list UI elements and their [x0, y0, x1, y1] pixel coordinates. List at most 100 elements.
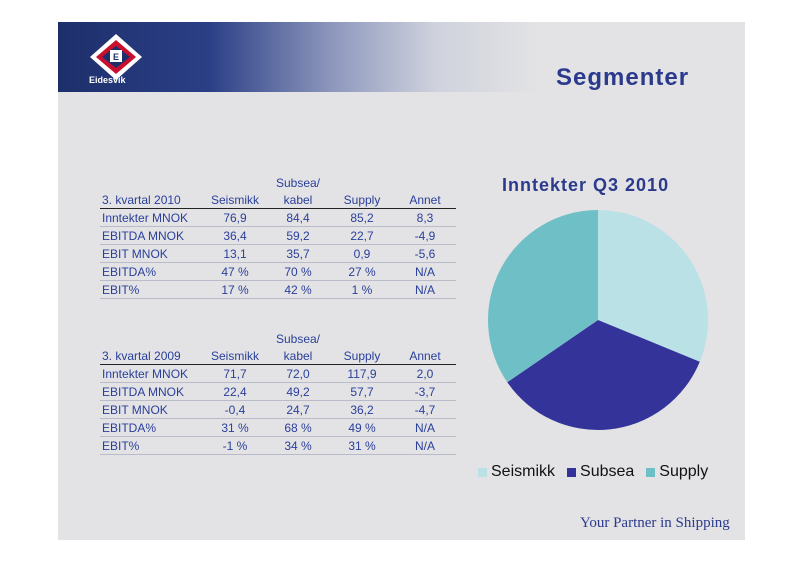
column-header-period: 3. kvartal 2009 [100, 347, 204, 365]
table-header-row: 3. kvartal 2010 Seismikk kabel Supply An… [100, 191, 456, 209]
table-cell: 27 % [330, 262, 394, 281]
table-cell: -0,4 [204, 400, 266, 419]
table-cell: 22,7 [330, 226, 394, 245]
table-cell: -1 % [204, 436, 266, 455]
table-cell: 84,4 [266, 208, 330, 227]
table-row: EBIT MNOK 13,1 35,7 0,9 -5,6 [100, 244, 456, 263]
page-title: Segmenter [556, 64, 690, 91]
svg-text:E: E [113, 52, 119, 62]
table-cell: 13,1 [204, 244, 266, 263]
column-header-subsea-top: Subsea/ [275, 331, 321, 346]
pie-slice-seismikk [598, 210, 708, 362]
row-label: EBIT% [100, 280, 204, 299]
table-cell: 31 % [330, 436, 394, 455]
column-header-seismikk: Seismikk [204, 191, 266, 209]
table-cell: N/A [394, 436, 456, 455]
table-cell: N/A [394, 280, 456, 299]
column-header-supply: Supply [330, 191, 394, 209]
row-label: EBIT MNOK [100, 400, 204, 419]
revenue-pie-chart [488, 210, 708, 430]
table-cell: N/A [394, 262, 456, 281]
row-label: EBITDA MNOK [100, 226, 204, 245]
table-cell: 2,0 [394, 364, 456, 383]
table-row: EBITDA% 47 % 70 % 27 % N/A [100, 262, 456, 281]
table-cell: 68 % [266, 418, 330, 437]
column-header-annet: Annet [394, 191, 456, 209]
column-header-annet: Annet [394, 347, 456, 365]
row-label: Inntekter MNOK [100, 364, 204, 383]
table-cell: 1 % [330, 280, 394, 299]
table-q3-2010: Subsea/ 3. kvartal 2010 Seismikk kabel S… [100, 174, 456, 299]
table-row: Inntekter MNOK 71,7 72,0 117,9 2,0 [100, 364, 456, 383]
table-cell: 70 % [266, 262, 330, 281]
legend-label: Supply [659, 463, 709, 480]
table-cell: 49,2 [266, 382, 330, 401]
table-cell: 31 % [204, 418, 266, 437]
table-cell: 57,7 [330, 382, 394, 401]
table-header-row-top: Subsea/ [100, 330, 456, 347]
table-cell: 36,4 [204, 226, 266, 245]
table-row: Inntekter MNOK 76,9 84,4 85,2 8,3 [100, 208, 456, 227]
table-cell: 42 % [266, 280, 330, 299]
table-q3-2009: Subsea/ 3. kvartal 2009 Seismikk kabel S… [100, 330, 456, 455]
pie-slice-subsea [507, 320, 700, 430]
legend-label: Seismikk [491, 463, 556, 480]
table-cell: 22,4 [204, 382, 266, 401]
table-cell: 59,2 [266, 226, 330, 245]
table-row: EBITDA MNOK 36,4 59,2 22,7 -4,9 [100, 226, 456, 245]
table-row: EBIT MNOK -0,4 24,7 36,2 -4,7 [100, 400, 456, 419]
column-header-seismikk: Seismikk [204, 347, 266, 365]
row-label: EBITDA% [100, 262, 204, 281]
column-header-subsea-bottom: kabel [266, 191, 330, 209]
row-label: EBITDA% [100, 418, 204, 437]
row-label: EBIT% [100, 436, 204, 455]
header-band [58, 22, 745, 92]
legend-item-subsea: Subsea [567, 463, 634, 481]
brand-tagline: Your Partner in Shipping [580, 515, 730, 531]
column-header-subsea-top: Subsea/ [275, 175, 321, 190]
table-cell: 72,0 [266, 364, 330, 383]
table-cell: -4,9 [394, 226, 456, 245]
column-header-supply: Supply [330, 347, 394, 365]
table-cell: 71,7 [204, 364, 266, 383]
legend-item-seismikk: Seismikk [478, 463, 555, 481]
table-cell: -5,6 [394, 244, 456, 263]
column-header-subsea-bottom: kabel [266, 347, 330, 365]
row-label: Inntekter MNOK [100, 208, 204, 227]
table-cell: 24,7 [266, 400, 330, 419]
table-cell: 117,9 [330, 364, 394, 383]
slide: E Eidesvik Segmenter Subsea/ 3. kvartal … [58, 22, 745, 540]
table-row: EBIT% 17 % 42 % 1 % N/A [100, 280, 456, 299]
legend-swatch [478, 467, 487, 477]
table-cell: 36,2 [330, 400, 394, 419]
table-header-row-top: Subsea/ [100, 174, 456, 191]
table-header-row: 3. kvartal 2009 Seismikk kabel Supply An… [100, 347, 456, 365]
table-cell: N/A [394, 418, 456, 437]
row-label: EBITDA MNOK [100, 382, 204, 401]
legend-swatch [567, 467, 577, 477]
column-header-period: 3. kvartal 2010 [100, 191, 204, 209]
table-row: EBIT% -1 % 34 % 31 % N/A [100, 436, 456, 455]
table-cell: 76,9 [204, 208, 266, 227]
eidesvik-logo: E [90, 34, 142, 80]
row-label: EBIT MNOK [100, 244, 204, 263]
legend-swatch [646, 467, 656, 477]
table-cell: 49 % [330, 418, 394, 437]
table-cell: 35,7 [266, 244, 330, 263]
pie-slice-supply [488, 210, 598, 383]
table-cell: 8,3 [394, 208, 456, 227]
chart-title: Inntekter Q3 2010 [502, 175, 670, 195]
chart-legend: Seismikk Subsea Supply [478, 463, 708, 481]
table-cell: 47 % [204, 262, 266, 281]
table-row: EBITDA MNOK 22,4 49,2 57,7 -3,7 [100, 382, 456, 401]
table-row: EBITDA% 31 % 68 % 49 % N/A [100, 418, 456, 437]
table-cell: 34 % [266, 436, 330, 455]
table-cell: -4,7 [394, 400, 456, 419]
table-cell: 0,9 [330, 244, 394, 263]
legend-label: Subsea [580, 463, 635, 480]
table-cell: -3,7 [394, 382, 456, 401]
legend-item-supply: Supply [646, 463, 708, 481]
table-cell: 85,2 [330, 208, 394, 227]
brand-name: Eidesvik [89, 75, 126, 85]
table-cell: 17 % [204, 280, 266, 299]
